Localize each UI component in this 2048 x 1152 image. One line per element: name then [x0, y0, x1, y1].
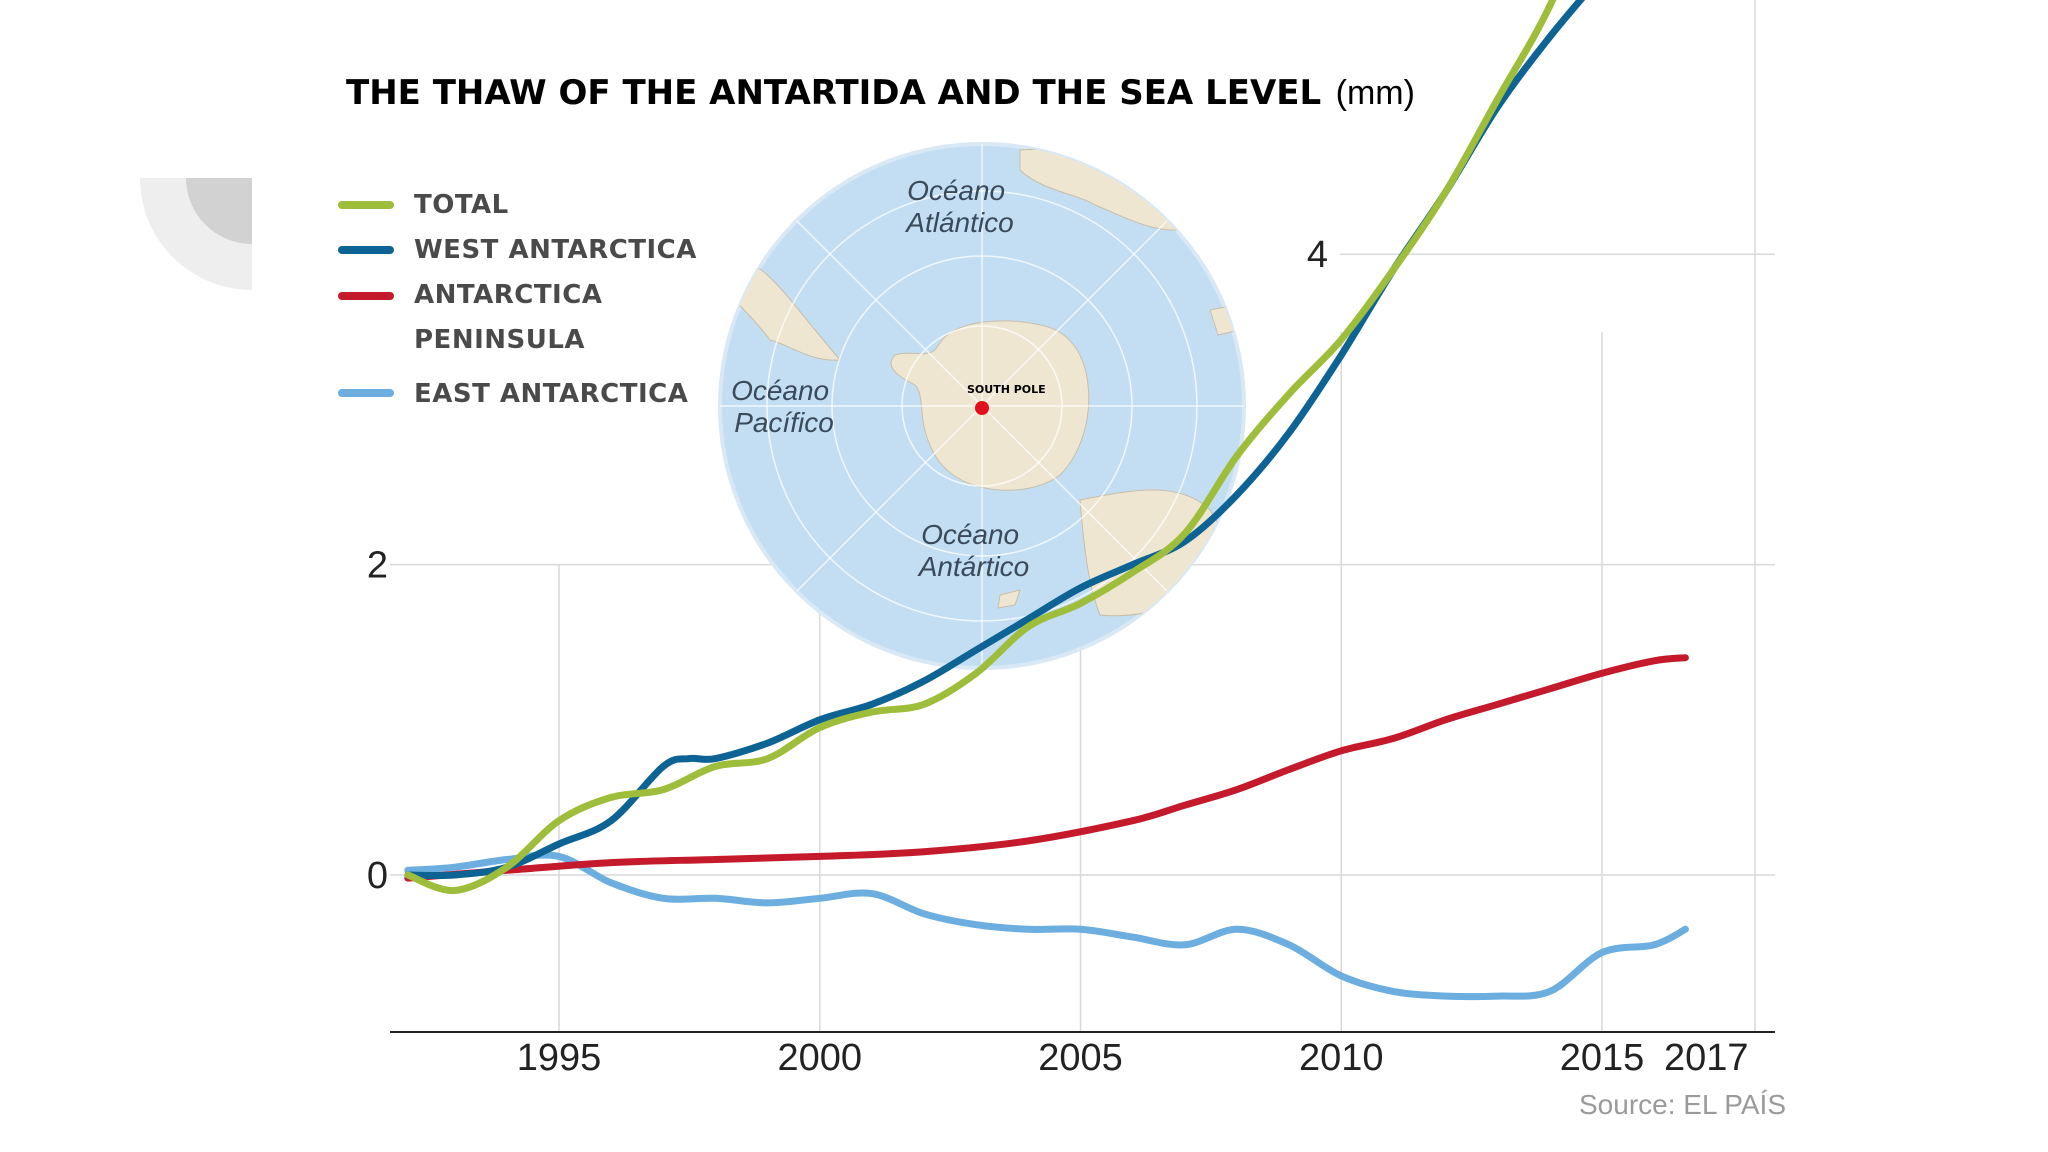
- legend-label-antarctica-peninsula-line2: PENINSULA: [414, 325, 585, 355]
- chart-title: THE THAW OF THE ANTARTIDA AND THE SEA LE…: [346, 73, 1415, 113]
- decorative-corner-arc: [140, 178, 252, 290]
- axes: -202468199520002005201020152017: [367, 234, 1775, 1079]
- chart-title-unit: (mm): [1336, 74, 1415, 112]
- antarctica-globe-map: Océano Atlántico Océano Pacífico Océano …: [718, 142, 1246, 670]
- series-line-east-antarctica: [404, 851, 1689, 1001]
- ocean-label-pacific: Océano Pacífico: [731, 375, 837, 438]
- y-tick-label: 4: [1307, 234, 1328, 276]
- chart-title-text: THE THAW OF THE ANTARTIDA AND THE SEA LE…: [346, 73, 1321, 113]
- south-pole-marker: [975, 401, 989, 415]
- y-tick-label: 0: [367, 855, 388, 897]
- x-tick-label: 2000: [777, 1037, 862, 1079]
- x-tick-label: 2017: [1664, 1037, 1749, 1079]
- south-pole-label: SOUTH POLE: [967, 383, 1046, 396]
- ocean-label-atlantic: Océano Atlántico: [904, 175, 1013, 238]
- x-tick-label: 2005: [1038, 1037, 1123, 1079]
- legend-label-antarctica-peninsula: ANTARCTICA: [414, 280, 602, 310]
- ocean-label-antarctic: Océano Antártico: [917, 519, 1030, 582]
- legend-label-total: TOTAL: [414, 190, 509, 220]
- x-tick-label: 1995: [517, 1037, 602, 1079]
- source-credit: Source: EL PAÍS: [1579, 1089, 1786, 1120]
- legend-label-west-antarctica: WEST ANTARCTICA: [414, 235, 697, 265]
- x-tick-label: 2015: [1560, 1037, 1645, 1079]
- y-tick-label: 2: [367, 545, 388, 587]
- series-lines: [404, 0, 1689, 1001]
- legend-label-east-antarctica: EAST ANTARCTICA: [414, 379, 688, 409]
- legend: TOTAL WEST ANTARCTICA ANTARCTICA PENINSU…: [338, 190, 697, 409]
- series-line-total: [404, 0, 1557, 895]
- x-tick-label: 2010: [1299, 1037, 1384, 1079]
- series-line-antarctica-peninsula: [404, 654, 1689, 882]
